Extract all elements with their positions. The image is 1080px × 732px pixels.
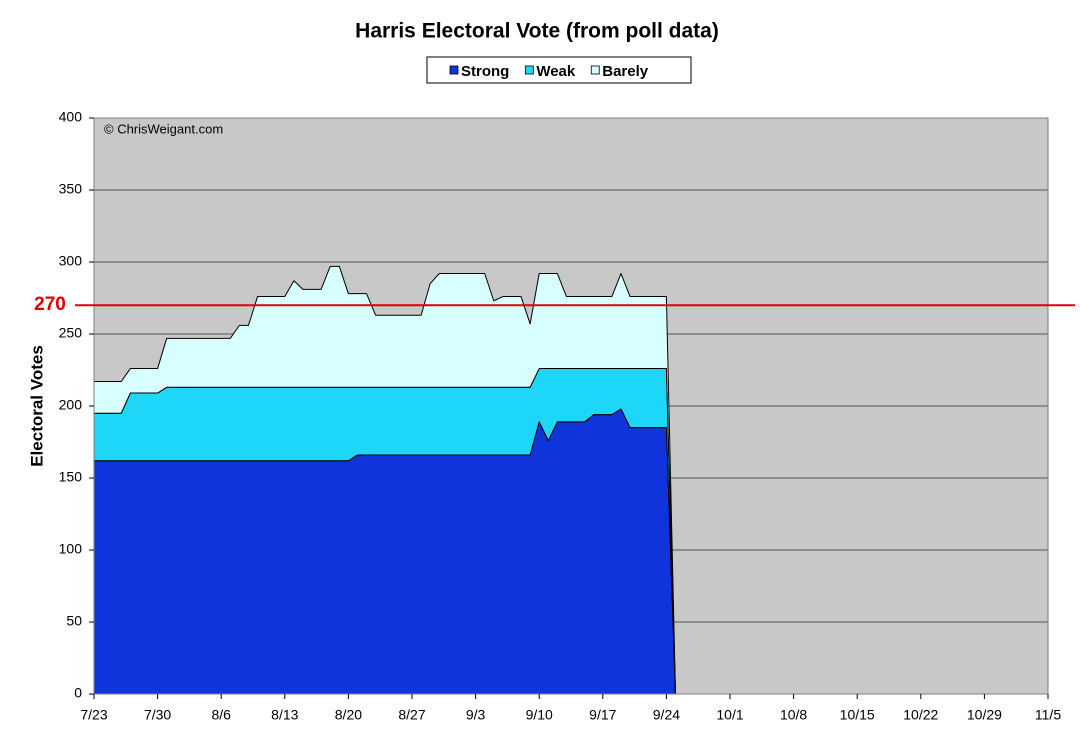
x-tick-label: 9/17 [589, 707, 616, 723]
x-tick-label: 10/8 [780, 707, 807, 723]
legend-box [426, 56, 692, 84]
legend: Strong Weak Barely [449, 63, 649, 80]
legend-swatch [449, 65, 459, 75]
x-tick-label: 10/15 [840, 707, 875, 723]
x-tick-label: 8/27 [398, 707, 425, 723]
x-tick-label: 9/3 [466, 707, 486, 723]
y-tick-label: 150 [59, 469, 83, 485]
y-tick-label: 0 [74, 685, 82, 701]
x-tick-label: 8/13 [271, 707, 298, 723]
x-tick-label: 10/1 [716, 707, 743, 723]
legend-swatch [524, 65, 534, 75]
ticks: 0 50 100 150 200 250 300 350 400 7/23 7/30 8/6 8/13 8… [59, 109, 1062, 723]
y-axis-label: Electoral Votes [27, 345, 46, 467]
y-tick-label: 400 [59, 109, 83, 125]
y-tick-label: 250 [59, 325, 83, 341]
legend-label: Strong [461, 63, 509, 80]
x-tick-label: 11/5 [1035, 707, 1061, 723]
x-tick-label: 9/24 [653, 707, 680, 723]
chart-title: Harris Electoral Vote (from poll data) [355, 20, 719, 43]
annotation: © ChrisWeigant.com [104, 121, 223, 136]
reference: 270 [34, 294, 1075, 315]
x-tick-label: 7/23 [80, 707, 107, 723]
area [93, 265, 676, 695]
x-tick-label: 10/22 [903, 707, 938, 723]
x-tick-label: 7/30 [144, 707, 171, 723]
threshold-label: 270 [34, 294, 66, 315]
legend-label: Weak [536, 63, 576, 80]
y-tick-label: 100 [59, 541, 83, 557]
legend-swatch [590, 65, 600, 75]
x-tick-label: 8/6 [211, 707, 231, 723]
x-tick-label: 10/29 [967, 707, 1002, 723]
x-tick-label: 9/10 [526, 707, 553, 723]
areas [93, 265, 676, 695]
y-tick-label: 200 [59, 397, 83, 413]
legend-label: Barely [602, 63, 649, 80]
y-tick-label: 300 [59, 253, 83, 269]
y-tick-label: 50 [66, 613, 82, 629]
x-tick-label: 8/20 [335, 707, 362, 723]
y-tick-label: 350 [59, 181, 83, 197]
